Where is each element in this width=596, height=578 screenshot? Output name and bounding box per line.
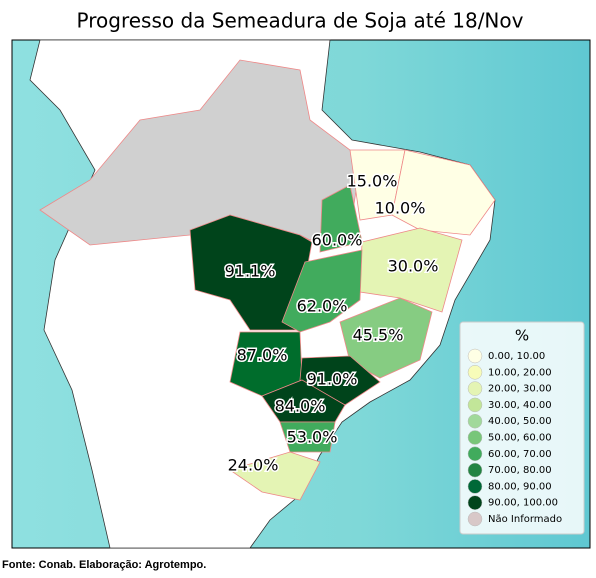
legend-swatch xyxy=(467,381,483,396)
legend-swatch xyxy=(467,511,483,527)
region-label: 30.0% xyxy=(388,257,439,276)
legend-label: 80.00, 90.00 xyxy=(488,481,552,492)
legend-swatch xyxy=(467,479,483,494)
region-label: 60.0% xyxy=(312,231,363,250)
legend-swatch xyxy=(467,365,483,380)
state xyxy=(349,149,406,221)
region-label: 84.0% xyxy=(275,397,326,416)
state xyxy=(229,451,321,501)
map-title: Progresso da Semeadura de Soja até 18/No… xyxy=(77,9,524,33)
source: Fonte: Conab. Elaboração: Agrotempo. xyxy=(2,559,206,571)
region-label: 24.0% xyxy=(228,456,279,475)
region-label: 91.1% xyxy=(225,262,276,281)
map: 15.0% 10.0% 60.0% 91.1% 30.0% 62.0% 45.5… xyxy=(11,39,591,549)
state xyxy=(261,379,346,423)
state xyxy=(299,355,381,406)
region-label: 10.0% xyxy=(375,199,426,218)
legend-label: 40.00, 50.00 xyxy=(488,416,552,427)
legend-label: Não Informado xyxy=(488,514,562,525)
legend-label: 20.00, 30.00 xyxy=(488,384,552,395)
legend: % 0.00, 10.00 10.00, 20.00 20.00, 30.00 30.… xyxy=(459,321,585,535)
legend-box xyxy=(459,321,585,535)
legend-swatch xyxy=(467,397,483,413)
legend-label: 10.00, 20.00 xyxy=(488,367,552,378)
region-label: 87.0% xyxy=(237,346,288,365)
legend-label: 30.00, 40.00 xyxy=(488,400,552,411)
legend-swatch xyxy=(467,430,483,445)
state xyxy=(391,149,496,236)
region-label: 91.0% xyxy=(307,370,358,389)
region-label: 45.5% xyxy=(353,326,404,345)
legend-swatch xyxy=(467,446,483,462)
region-label: 53.0% xyxy=(287,428,338,447)
state xyxy=(281,249,363,333)
legend-label: 70.00, 80.00 xyxy=(488,465,552,476)
legend-swatch xyxy=(467,462,483,478)
legend-label: 0.00, 10.00 xyxy=(488,351,545,362)
state xyxy=(279,421,336,453)
legend-swatch xyxy=(467,495,483,510)
legend-label: 50.00, 60.00 xyxy=(488,433,552,444)
legend-swatch xyxy=(467,348,483,364)
legend-label: 60.00, 70.00 xyxy=(488,449,552,460)
legend-title: % xyxy=(515,327,529,345)
legend-label: 90.00, 100.00 xyxy=(488,498,558,509)
region-label: 62.0% xyxy=(297,297,348,316)
legend-swatch xyxy=(467,413,483,429)
region-label: 15.0% xyxy=(347,172,398,191)
